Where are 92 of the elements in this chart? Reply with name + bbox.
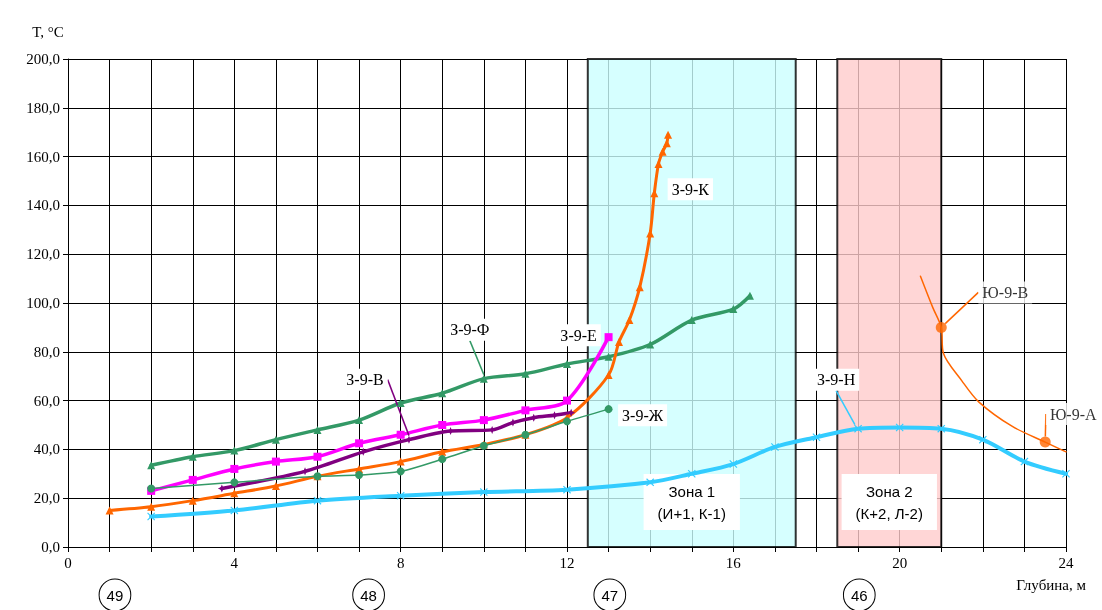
point [438, 421, 447, 429]
series-label: З-9-К [671, 180, 710, 198]
x-tick-label: 16 [725, 554, 742, 571]
point [479, 416, 488, 425]
point [188, 496, 197, 505]
point [355, 416, 364, 425]
point [1062, 469, 1070, 478]
point [1039, 436, 1051, 448]
point [854, 424, 863, 433]
point [355, 471, 364, 480]
point [355, 439, 364, 448]
text: 49 [106, 586, 124, 604]
point [359, 447, 368, 456]
point [978, 435, 987, 444]
point [313, 425, 322, 434]
point [230, 506, 239, 515]
point [396, 457, 405, 466]
point [271, 457, 280, 466]
point [438, 455, 447, 464]
point [396, 399, 405, 408]
point [625, 316, 634, 325]
y-tick-label: 40,0 [33, 441, 60, 458]
text: З-9-В [346, 371, 384, 389]
point [812, 433, 821, 442]
text: 48 [360, 586, 377, 604]
point [396, 430, 405, 439]
y-tick-label: 0,0 [41, 539, 60, 555]
series-label: З-9-Е [560, 326, 597, 344]
series-label: Ю-9-А [1049, 405, 1097, 423]
point [658, 147, 667, 156]
y-tick-label: 100,0 [26, 295, 60, 311]
point [188, 452, 197, 461]
point [521, 369, 530, 378]
text: 46 [850, 586, 868, 604]
x-tick-label: 20 [892, 554, 908, 571]
x-tick-label: 12 [559, 554, 575, 571]
point [604, 333, 613, 342]
y-tick-label: 140,0 [26, 197, 60, 214]
x-tick-label: 4 [230, 554, 239, 571]
point [147, 512, 156, 521]
x-tick-label: 24 [1058, 554, 1074, 571]
point [729, 460, 738, 469]
point [604, 352, 613, 361]
point [217, 484, 226, 493]
point [508, 418, 517, 427]
point [230, 464, 239, 473]
band-label: Зона 2 (К+2, Л-2) [855, 482, 923, 522]
point [604, 405, 613, 414]
text: 47 [601, 586, 619, 604]
point [614, 338, 623, 347]
y-axis-title: T, °C [32, 23, 64, 40]
x-axis-title: Глубина, м [1016, 576, 1087, 593]
point [479, 374, 488, 383]
y-tick-label: 80,0 [33, 343, 60, 360]
line-series [147, 423, 1070, 521]
point [604, 370, 613, 379]
y-tick-label: 180,0 [26, 99, 60, 116]
point [396, 467, 405, 476]
point [895, 423, 904, 432]
point [521, 406, 530, 415]
point [271, 435, 280, 444]
point [479, 488, 488, 497]
point [230, 446, 239, 455]
point [563, 396, 571, 405]
y-tick-label: 60,0 [33, 392, 60, 409]
point [188, 475, 197, 484]
point [646, 478, 655, 487]
point [935, 321, 947, 333]
point [147, 502, 156, 511]
point [937, 424, 946, 433]
point [563, 485, 571, 494]
series-label: З-9-Ж [622, 406, 664, 424]
x-tick-label: 0 [64, 554, 72, 571]
y-tick-label: 120,0 [26, 246, 60, 263]
text: Ю-9-В [982, 283, 1029, 301]
point [271, 482, 280, 490]
point [664, 130, 673, 139]
point [396, 491, 405, 500]
point [563, 360, 571, 368]
y-tick-label: 200,0 [26, 51, 60, 67]
point [313, 452, 322, 461]
point [687, 469, 696, 478]
point [563, 417, 571, 426]
band-label: Зона 1 (И+1, К-1) [657, 482, 726, 522]
point [438, 447, 447, 456]
text: З-9-Ф [450, 321, 490, 339]
point [729, 305, 738, 314]
x-tick-label: 8 [396, 554, 405, 571]
point [230, 478, 239, 487]
y-tick-label: 160,0 [26, 148, 60, 165]
text: З-9-Н [816, 371, 856, 389]
y-tick-label: 20,0 [33, 490, 60, 507]
